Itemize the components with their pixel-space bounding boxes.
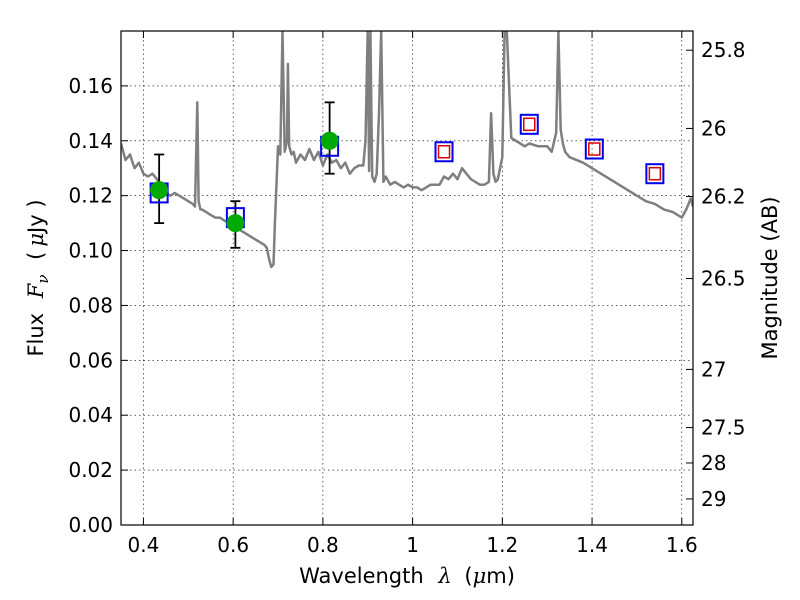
y2-tick-label: 26 xyxy=(701,116,726,140)
y2-tick-label: 26.5 xyxy=(701,267,746,291)
data-point-circle xyxy=(226,214,245,233)
y-axis-label-symbol: F xyxy=(24,282,48,299)
y-tick-label: 0.12 xyxy=(68,184,113,208)
y-axis-label-unit: Jy ) xyxy=(24,199,48,235)
y-tick-label: 0.16 xyxy=(68,74,113,98)
spectrum-line xyxy=(121,31,693,269)
y2-axis-label: Magnitude (AB) xyxy=(758,196,782,359)
x-tick-label: 1.6 xyxy=(666,533,698,557)
x-tick-label: 1 xyxy=(406,533,419,557)
plot-frame xyxy=(120,30,694,526)
y-tick-label: 0.08 xyxy=(68,293,113,317)
x-axis-label: Wavelength λ (μm) xyxy=(299,564,515,588)
y-tick-label: 0.02 xyxy=(68,458,113,482)
y2-tick-label: 25.8 xyxy=(701,38,746,62)
data-point-square xyxy=(519,113,539,135)
y2-tick-label: 28 xyxy=(701,451,726,475)
x-axis-label-prefix: Wavelength xyxy=(299,564,424,588)
x-tick-label: 0.6 xyxy=(217,533,249,557)
x-axis-label-unit-mu: μ xyxy=(473,564,487,588)
y-axis-label-unit-open: ( xyxy=(24,252,48,260)
data-point-small-square xyxy=(648,166,662,181)
x-axis-label-symbol: λ xyxy=(437,564,451,588)
y2-tick-label: 26.2 xyxy=(701,184,746,208)
y-tick-label: 0.00 xyxy=(68,513,113,537)
y2-tick-label: 27 xyxy=(701,357,726,381)
data-point-small-square xyxy=(523,117,536,132)
data-point-square xyxy=(584,138,604,160)
y-axis-label-prefix: Flux xyxy=(24,313,48,357)
marker-layer xyxy=(149,113,665,233)
y-tick-label: 0.06 xyxy=(68,348,113,372)
x-tick-label: 1.4 xyxy=(576,533,608,557)
x-tick-label: 1.2 xyxy=(486,533,518,557)
y-tick-label: 0.14 xyxy=(68,129,113,153)
y2-tick-label: 29 xyxy=(701,487,726,511)
data-point-square xyxy=(434,141,454,163)
data-point-circle xyxy=(320,131,339,150)
y-axis-label-subscript: ν xyxy=(34,275,52,284)
data-point-small-square xyxy=(437,145,451,159)
x-axis-label-unit-open: ( xyxy=(464,564,472,588)
grid-lines xyxy=(121,31,693,525)
data-point-circle xyxy=(150,181,169,200)
y2-tick-label: 27.5 xyxy=(701,416,746,440)
y-tick-label: 0.04 xyxy=(68,403,113,427)
data-point-square xyxy=(645,163,665,185)
y-axis-label: Flux Fν ( μJy ) xyxy=(24,199,53,356)
data-point-small-square xyxy=(588,142,601,156)
tick-marks xyxy=(121,31,693,526)
x-axis-label-unit: m) xyxy=(486,564,515,588)
spectrum-layer xyxy=(121,31,693,269)
tick-labels: 0.4 0.6 0.8 1 1.2 1.4 1.6 0.00 0.02 0.04 0.06 0.08 0… xyxy=(68,38,745,557)
y-tick-label: 0.10 xyxy=(68,239,113,263)
x-tick-label: 0.4 xyxy=(128,533,160,557)
x-tick-label: 0.8 xyxy=(307,533,339,557)
y-axis-label-unit-mu: μ xyxy=(24,233,48,247)
